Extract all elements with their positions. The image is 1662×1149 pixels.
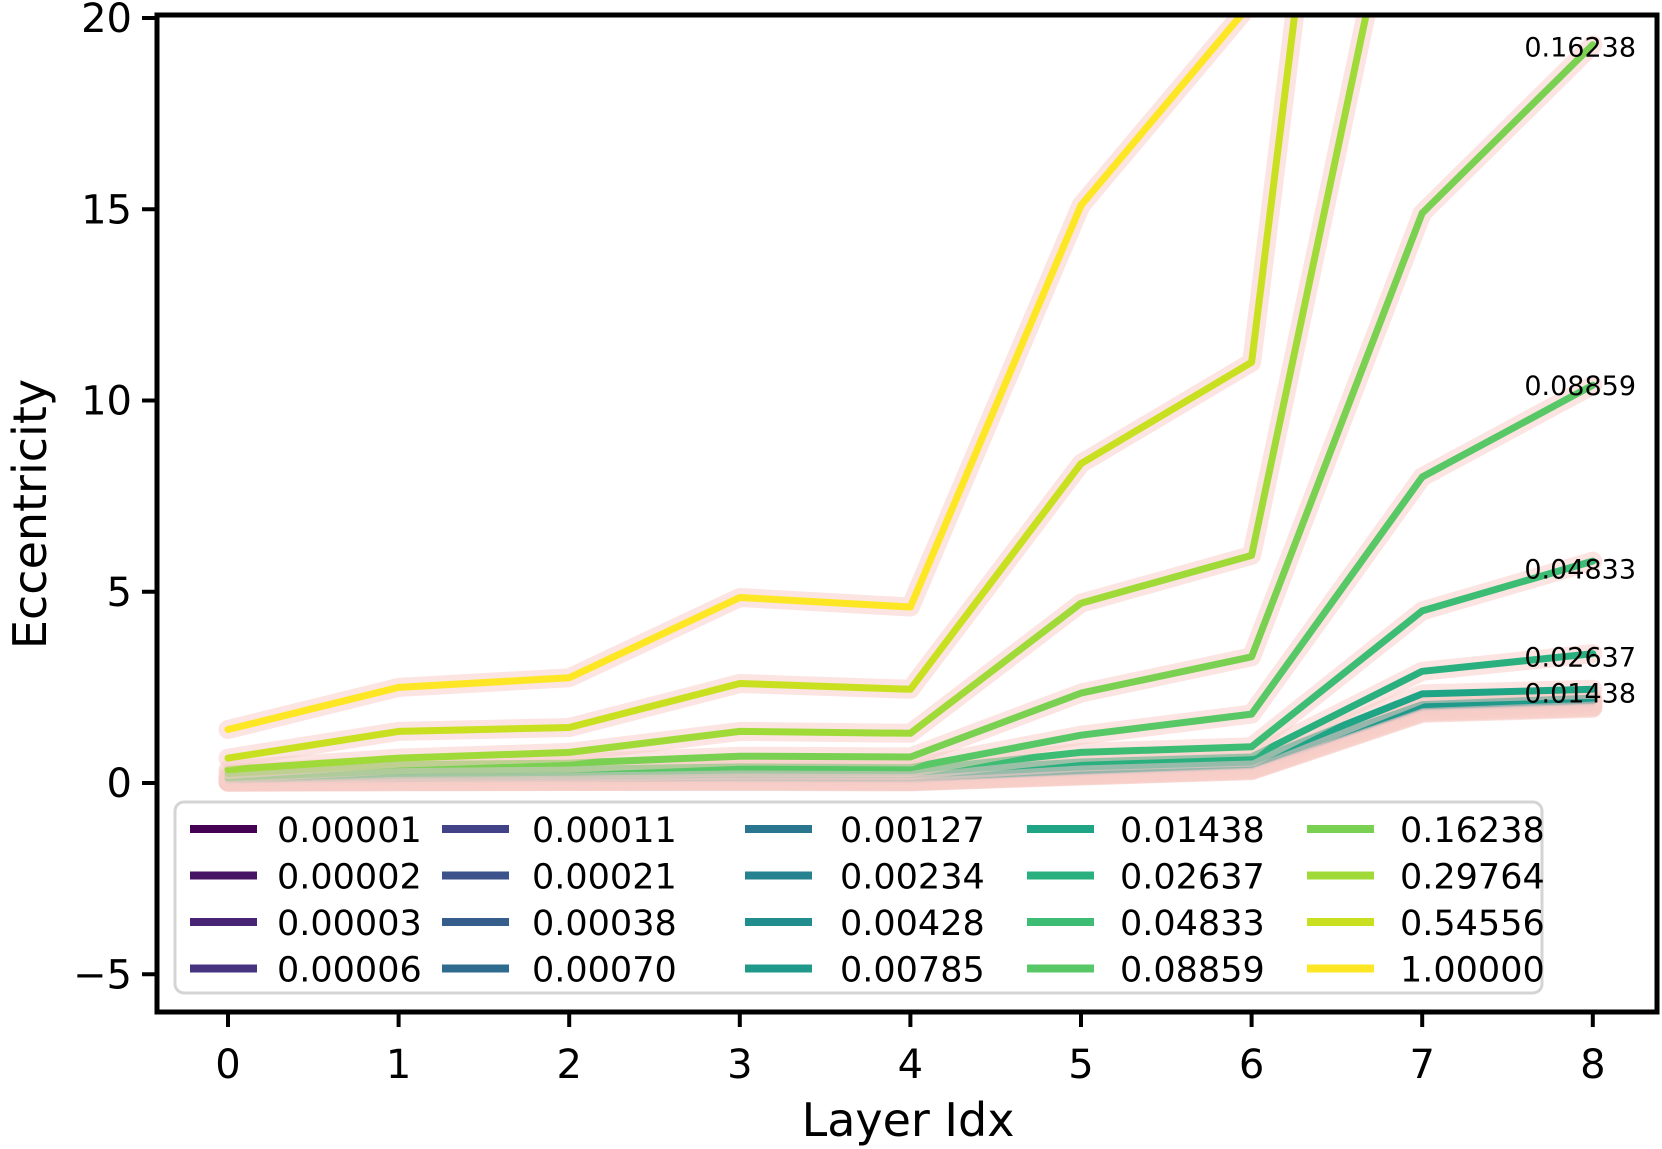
x-tick-label: 0 <box>215 1042 240 1088</box>
legend-item: 0.00011 <box>442 811 677 851</box>
y-tick-label: 15 <box>81 187 132 233</box>
legend-label: 0.00428 <box>840 904 985 944</box>
x-tick-label: 4 <box>898 1042 923 1088</box>
line-end-annotations: 0.16238 0.08859 0.04833 0.02637 0.01438 <box>1524 32 1636 709</box>
annotation-0.01438: 0.01438 <box>1524 679 1636 710</box>
series-line-0.16238 <box>224 41 1597 777</box>
x-tick-label: 3 <box>727 1042 752 1088</box>
y-tick-label: 10 <box>81 379 132 425</box>
legend-box <box>173 800 1544 995</box>
x-axis-label: Layer Idx <box>802 1093 1015 1147</box>
legend-label: 0.29764 <box>1400 858 1545 898</box>
x-tick-label: 2 <box>556 1042 581 1088</box>
x-tick-label: 6 <box>1239 1042 1264 1088</box>
x-tick-label: 8 <box>1580 1042 1605 1088</box>
legend-item: 0.29764 <box>1307 858 1545 898</box>
legend-item: 1.00000 <box>1307 951 1545 991</box>
legend-item: 0.00070 <box>442 951 677 991</box>
legend-label: 0.00038 <box>532 904 677 944</box>
x-tick-label: 1 <box>386 1042 411 1088</box>
series-line-0.29764 <box>224 15 1370 774</box>
x-axis-ticks: 0 1 2 3 4 5 6 7 8 <box>215 1012 1606 1088</box>
legend-item: 0.00038 <box>442 904 677 944</box>
x-tick-label: 7 <box>1409 1042 1434 1088</box>
series-band-1.00000 <box>218 15 1254 739</box>
legend-item: 0.00127 <box>745 811 985 851</box>
legend-item: 0.04833 <box>1027 904 1265 944</box>
legend-label: 0.16238 <box>1400 811 1545 851</box>
legend: 0.00001 0.00002 0.00003 0.00006 0.00011 0.000… <box>173 800 1545 995</box>
series-line-0.54556 <box>224 15 1299 762</box>
legend-items: 0.00001 0.00002 0.00003 0.00006 0.00011 0.000… <box>190 811 1545 991</box>
series-band-0.16238 <box>218 35 1603 783</box>
annotation-0.08859: 0.08859 <box>1524 371 1636 402</box>
annotation-0.04833: 0.04833 <box>1524 554 1636 585</box>
legend-item: 0.01438 <box>1027 811 1265 851</box>
x-tick-label: 5 <box>1068 1042 1093 1088</box>
legend-item: 0.54556 <box>1307 904 1545 944</box>
legend-label: 0.00002 <box>277 858 422 898</box>
y-axis-ticks: −5 0 5 10 15 20 <box>73 0 157 998</box>
legend-item: 0.00006 <box>190 951 422 991</box>
y-tick-label: −5 <box>73 952 132 998</box>
legend-label: 0.00070 <box>532 951 677 991</box>
legend-item: 0.00003 <box>190 904 422 944</box>
annotation-0.02637: 0.02637 <box>1524 642 1636 673</box>
series-lines <box>218 15 1603 792</box>
legend-label: 0.04833 <box>1120 904 1265 944</box>
legend-label: 0.08859 <box>1120 951 1265 991</box>
legend-item: 0.00428 <box>745 904 985 944</box>
y-tick-label: 0 <box>107 761 132 807</box>
legend-label: 0.00785 <box>840 951 985 991</box>
legend-label: 0.00006 <box>277 951 422 991</box>
legend-label: 1.00000 <box>1400 951 1545 991</box>
legend-item: 0.00021 <box>442 858 677 898</box>
legend-label: 0.01438 <box>1120 811 1265 851</box>
legend-item: 0.00785 <box>745 951 985 991</box>
y-tick-label: 20 <box>81 0 132 42</box>
legend-label: 0.54556 <box>1400 904 1545 944</box>
plot-border <box>154 12 1660 1015</box>
y-axis-label: Eccentricity <box>3 379 57 649</box>
legend-item: 0.02637 <box>1027 858 1265 898</box>
annotation-0.16238: 0.16238 <box>1524 32 1636 63</box>
legend-label: 0.00234 <box>840 858 985 898</box>
legend-item: 0.00002 <box>190 858 422 898</box>
legend-label: 0.02637 <box>1120 858 1265 898</box>
legend-label: 0.00001 <box>277 811 422 851</box>
legend-label: 0.00003 <box>277 904 422 944</box>
series-line-1.00000 <box>224 15 1246 733</box>
y-tick-label: 5 <box>107 570 132 616</box>
legend-label: 0.00011 <box>532 811 677 851</box>
legend-label: 0.00021 <box>532 858 677 898</box>
legend-item: 0.08859 <box>1027 951 1265 991</box>
legend-item: 0.00234 <box>745 858 985 898</box>
series-band-0.29764 <box>218 15 1376 780</box>
legend-label: 0.00127 <box>840 811 985 851</box>
legend-item: 0.16238 <box>1307 811 1545 851</box>
legend-item: 0.00001 <box>190 811 422 851</box>
